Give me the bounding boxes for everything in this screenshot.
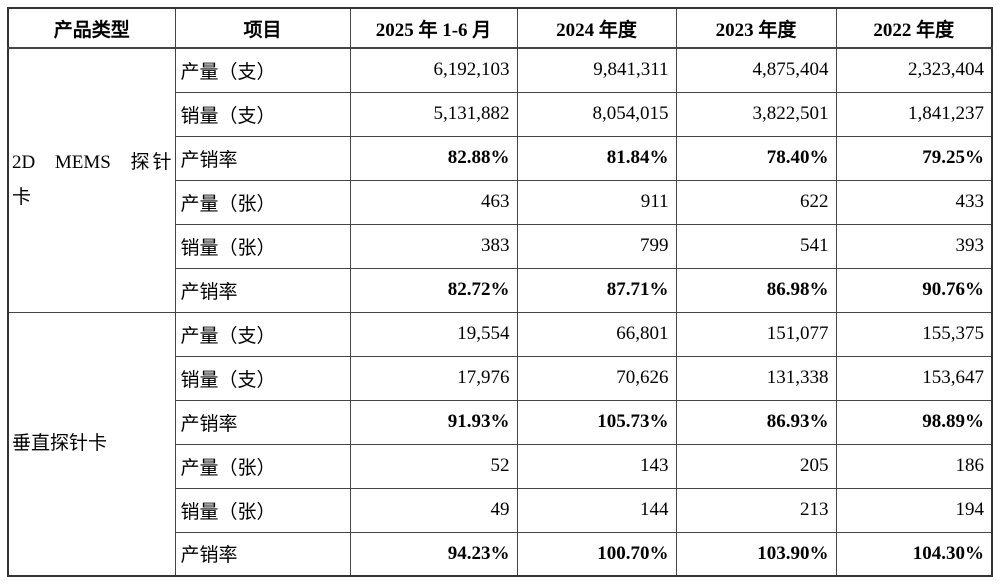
column-header-2025h1: 2025 年 1-6 月 xyxy=(349,7,518,49)
value-cell: 433 xyxy=(835,179,993,225)
value-cell: 70,626 xyxy=(516,355,677,401)
value-cell: 90.76% xyxy=(835,267,993,313)
value-cell: 66,801 xyxy=(516,311,677,357)
value-cell: 100.70% xyxy=(516,531,677,577)
value-cell: 186 xyxy=(835,443,993,489)
table-row: 垂直探针卡 产量（支） 19,554 66,801 151,077 155,37… xyxy=(7,311,993,577)
value-cell: 78.40% xyxy=(675,135,837,181)
value-cell: 463 xyxy=(349,179,518,225)
value-cell: 3,822,501 xyxy=(675,91,837,137)
item-cell: 产销率 xyxy=(174,531,351,577)
value-cell: 151,077 xyxy=(675,311,837,357)
item-cell: 产销率 xyxy=(174,399,351,445)
value-cell: 17,976 xyxy=(349,355,518,401)
table-row: 产销率 82.88% 81.84% 78.40% 79.25% xyxy=(8,135,993,181)
value-cell: 622 xyxy=(675,179,837,225)
column-header-2023: 2023 年度 xyxy=(675,7,837,49)
product-type-cell: 2D MEMS 探针卡 xyxy=(7,47,176,313)
value-cell: 205 xyxy=(675,443,837,489)
value-cell: 383 xyxy=(349,223,518,269)
column-header-2024: 2024 年度 xyxy=(516,7,677,49)
value-cell: 87.71% xyxy=(516,267,677,313)
value-cell: 213 xyxy=(675,487,837,533)
item-cell: 产销率 xyxy=(174,135,351,181)
table-row: 销量（支） 17,976 70,626 131,338 153,647 xyxy=(8,355,993,401)
product-type-label: 2D MEMS 探针卡 xyxy=(12,152,172,209)
item-cell: 销量（张） xyxy=(174,487,351,533)
item-cell: 产量（支） xyxy=(174,47,351,93)
item-cell: 销量（张） xyxy=(174,223,351,269)
value-cell: 6,192,103 xyxy=(349,47,518,93)
value-cell: 393 xyxy=(835,223,993,269)
table-row: 产销率 94.23% 100.70% 103.90% 104.30% xyxy=(8,531,993,577)
value-cell: 131,338 xyxy=(675,355,837,401)
item-cell: 销量（支） xyxy=(174,355,351,401)
value-cell: 541 xyxy=(675,223,837,269)
value-cell: 19,554 xyxy=(349,311,518,357)
value-cell: 155,375 xyxy=(835,311,993,357)
value-cell: 81.84% xyxy=(516,135,677,181)
product-type-cell: 垂直探针卡 xyxy=(7,311,176,577)
value-cell: 105.73% xyxy=(516,399,677,445)
table-row: 产量（张） 463 911 622 433 xyxy=(8,179,993,225)
column-header-item: 项目 xyxy=(174,7,351,49)
value-cell: 104.30% xyxy=(835,531,993,577)
value-cell: 52 xyxy=(349,443,518,489)
column-header-product-type: 产品类型 xyxy=(7,7,176,49)
item-cell: 产量（张） xyxy=(174,443,351,489)
value-cell: 194 xyxy=(835,487,993,533)
value-cell: 911 xyxy=(516,179,677,225)
item-cell: 产量（支） xyxy=(174,311,351,357)
value-cell: 9,841,311 xyxy=(516,47,677,93)
item-cell: 产销率 xyxy=(174,267,351,313)
item-cell: 产量（张） xyxy=(174,179,351,225)
table-row: 销量（张） 49 144 213 194 xyxy=(8,487,993,533)
value-cell: 153,647 xyxy=(835,355,993,401)
value-cell: 143 xyxy=(516,443,677,489)
value-cell: 144 xyxy=(516,487,677,533)
value-cell: 94.23% xyxy=(349,531,518,577)
table-row: 2D MEMS 探针卡 产量（支） 6,192,103 9,841,311 4,… xyxy=(7,47,993,313)
value-cell: 5,131,882 xyxy=(349,91,518,137)
item-cell: 销量（支） xyxy=(174,91,351,137)
value-cell: 86.98% xyxy=(675,267,837,313)
value-cell: 799 xyxy=(516,223,677,269)
table-row: 销量（支） 5,131,882 8,054,015 3,822,501 1,84… xyxy=(8,91,993,137)
value-cell: 1,841,237 xyxy=(835,91,993,137)
value-cell: 91.93% xyxy=(349,399,518,445)
table-row: 销量（张） 383 799 541 393 xyxy=(8,223,993,269)
value-cell: 98.89% xyxy=(835,399,993,445)
production-sales-table: 产品类型 项目 2025 年 1-6 月 2024 年度 2023 年度 202… xyxy=(7,7,993,577)
value-cell: 79.25% xyxy=(835,135,993,181)
value-cell: 4,875,404 xyxy=(675,47,837,93)
value-cell: 8,054,015 xyxy=(516,91,677,137)
value-cell: 2,323,404 xyxy=(835,47,993,93)
value-cell: 82.72% xyxy=(349,267,518,313)
column-header-2022: 2022 年度 xyxy=(835,7,993,49)
table-row: 产销率 82.72% 87.71% 86.98% 90.76% xyxy=(8,267,993,313)
value-cell: 49 xyxy=(349,487,518,533)
product-type-label: 垂直探针卡 xyxy=(12,433,108,455)
header-row: 产品类型 项目 2025 年 1-6 月 2024 年度 2023 年度 202… xyxy=(7,7,993,49)
value-cell: 103.90% xyxy=(675,531,837,577)
value-cell: 86.93% xyxy=(675,399,837,445)
value-cell: 82.88% xyxy=(349,135,518,181)
